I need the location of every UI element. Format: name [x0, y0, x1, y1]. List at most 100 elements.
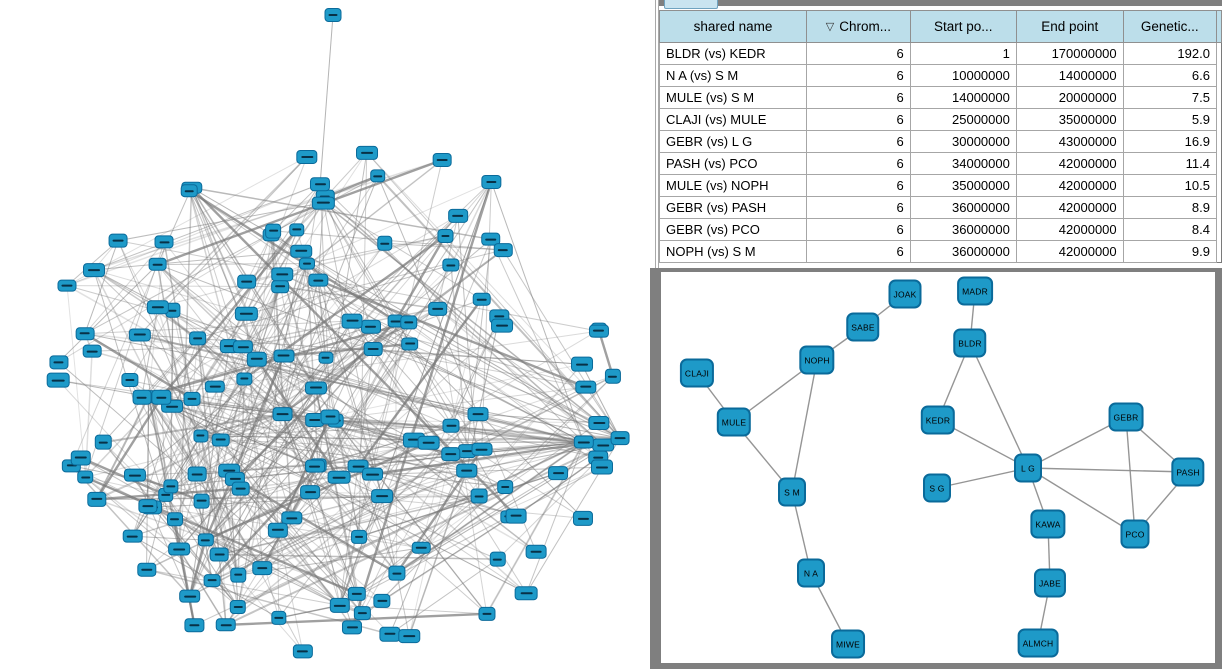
node[interactable]: [151, 390, 172, 405]
node[interactable]: [179, 589, 201, 603]
node[interactable]: [203, 573, 221, 588]
table-cell[interactable]: 42000000: [1015, 174, 1124, 197]
table-cell[interactable]: MULE (vs) NOPH: [658, 174, 808, 197]
node-noph[interactable]: NOPH: [799, 345, 835, 375]
node[interactable]: [128, 328, 151, 342]
node[interactable]: [588, 324, 609, 338]
node[interactable]: [77, 470, 94, 484]
node[interactable]: [308, 274, 328, 287]
node[interactable]: [312, 196, 335, 210]
node[interactable]: [138, 499, 158, 513]
column-header-sharedname[interactable]: shared name: [658, 10, 808, 43]
node[interactable]: [361, 468, 384, 481]
node[interactable]: [148, 258, 167, 271]
node[interactable]: [471, 443, 493, 456]
table-cell[interactable]: 10.5: [1122, 174, 1217, 197]
node[interactable]: [342, 620, 363, 635]
table-cell[interactable]: 35000000: [909, 174, 1017, 197]
table-cell[interactable]: 6.6: [1122, 64, 1217, 87]
table-cell[interactable]: 16.9: [1122, 130, 1217, 153]
node[interactable]: [184, 618, 204, 632]
node-na[interactable]: N A: [797, 558, 825, 588]
node[interactable]: [95, 434, 112, 450]
node[interactable]: [82, 344, 102, 358]
node-kedr[interactable]: KEDR: [920, 405, 956, 435]
table-cell[interactable]: 36000000: [909, 196, 1017, 219]
node[interactable]: [75, 326, 95, 341]
node[interactable]: [525, 544, 547, 560]
node[interactable]: [181, 183, 198, 198]
node[interactable]: [229, 599, 247, 614]
table-row[interactable]: NOPH (vs) S M 6 36000000 42000000 9.9: [658, 240, 1222, 263]
node-joak[interactable]: JOAK: [888, 279, 922, 309]
node[interactable]: [467, 407, 489, 421]
node[interactable]: [230, 567, 246, 583]
node[interactable]: [231, 481, 251, 496]
table-cell[interactable]: 14000000: [1015, 64, 1124, 87]
node[interactable]: [376, 236, 393, 251]
table-cell[interactable]: BLDR (vs) KEDR: [658, 42, 808, 65]
node[interactable]: [288, 223, 305, 237]
node[interactable]: [363, 342, 383, 357]
table-cell[interactable]: 1: [909, 42, 1017, 65]
table-cell[interactable]: 42000000: [1015, 240, 1124, 263]
node[interactable]: [573, 435, 595, 449]
node[interactable]: [48, 355, 69, 369]
node[interactable]: [588, 415, 610, 430]
node-sm[interactable]: S M: [778, 477, 806, 507]
node[interactable]: [371, 488, 393, 503]
node-sg[interactable]: S G: [923, 473, 951, 503]
table-cell[interactable]: 6: [806, 42, 911, 65]
node[interactable]: [271, 279, 290, 294]
table-cell[interactable]: MULE (vs) S M: [658, 86, 808, 109]
node[interactable]: [573, 511, 594, 526]
node[interactable]: [355, 145, 378, 160]
node[interactable]: [188, 331, 207, 345]
table-tab-fragment[interactable]: [664, 0, 718, 9]
node-bldr[interactable]: BLDR: [953, 328, 987, 358]
node[interactable]: [432, 153, 452, 168]
node[interactable]: [304, 460, 325, 473]
node[interactable]: [273, 349, 295, 363]
node[interactable]: [310, 177, 331, 191]
column-header-startpo[interactable]: Start po...: [909, 10, 1017, 43]
node[interactable]: [124, 468, 147, 482]
node[interactable]: [417, 435, 440, 450]
table-row[interactable]: GEBR (vs) PASH 6 36000000 42000000 8.9: [658, 196, 1222, 219]
node[interactable]: [471, 488, 488, 504]
node[interactable]: [442, 258, 460, 272]
node[interactable]: [168, 542, 191, 556]
table-cell[interactable]: 6: [806, 108, 911, 131]
node[interactable]: [122, 529, 143, 543]
node[interactable]: [548, 466, 569, 481]
node[interactable]: [472, 293, 491, 306]
node[interactable]: [296, 149, 318, 164]
table-cell[interactable]: 11.4: [1122, 152, 1217, 175]
node[interactable]: [347, 586, 366, 602]
node[interactable]: [210, 547, 229, 561]
node[interactable]: [497, 479, 513, 495]
node[interactable]: [491, 318, 513, 334]
node[interactable]: [272, 407, 294, 421]
node[interactable]: [300, 485, 321, 499]
table-cell[interactable]: 6: [806, 130, 911, 153]
table-cell[interactable]: 7.5: [1122, 86, 1217, 109]
column-header-chrom[interactable]: ▽ Chrom...: [806, 10, 911, 43]
node[interactable]: [121, 373, 139, 388]
node[interactable]: [215, 618, 237, 632]
node[interactable]: [267, 522, 289, 538]
node[interactable]: [591, 459, 614, 475]
node[interactable]: [318, 351, 334, 364]
node[interactable]: [290, 244, 312, 258]
node-pco[interactable]: PCO: [1120, 519, 1150, 549]
node[interactable]: [448, 208, 468, 223]
node[interactable]: [505, 508, 527, 524]
node[interactable]: [86, 492, 107, 507]
node[interactable]: [493, 243, 513, 257]
node[interactable]: [187, 466, 207, 482]
node[interactable]: [437, 228, 453, 243]
table-cell[interactable]: 6: [806, 196, 911, 219]
node[interactable]: [163, 479, 179, 493]
node[interactable]: [515, 586, 538, 600]
filter-icon[interactable]: ▽: [825, 21, 835, 33]
